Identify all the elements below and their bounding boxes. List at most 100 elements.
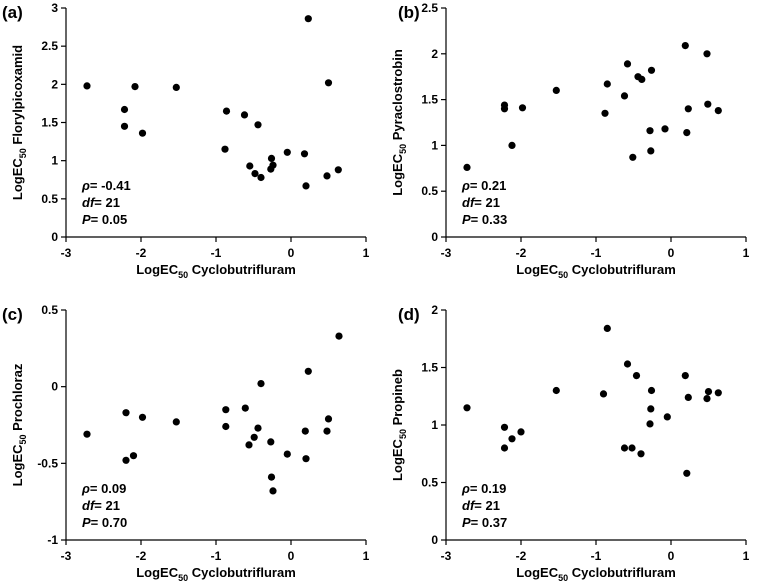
stat-p-label: P (462, 515, 471, 530)
data-point (323, 427, 331, 435)
data-point (240, 111, 249, 119)
data-point (518, 104, 527, 112)
data-point (300, 150, 309, 158)
y-axis-title-rest: Propineb (390, 369, 405, 429)
y-tick-label: 0 (51, 380, 58, 394)
x-tick-label: 0 (668, 246, 675, 260)
y-axis-title-main: LogEC (10, 158, 25, 200)
stat-df-label: df (462, 498, 476, 513)
data-point (714, 389, 722, 397)
y-axis-title-rest: Prochloraz (10, 363, 25, 434)
stat-p-value: = 0.05 (91, 212, 128, 227)
y-tick-label: -1 (47, 533, 58, 547)
data-point (246, 162, 254, 170)
y-axis-title-subscript: 50 (18, 148, 28, 158)
data-point (122, 456, 130, 464)
y-tick-label: 1 (51, 154, 58, 168)
data-point (324, 79, 333, 87)
y-axis-title-main: LogEC (10, 444, 25, 486)
stat-df-label: df (462, 195, 476, 210)
data-point (269, 161, 277, 169)
stat-rho: ρ= 0.19 (461, 481, 506, 496)
data-point (599, 390, 608, 398)
data-point (646, 420, 654, 428)
stat-p: P= 0.05 (82, 212, 127, 227)
data-point (304, 367, 312, 375)
data-point (661, 125, 669, 133)
x-axis-title-rest: Cyclobutrifluram (568, 565, 676, 580)
stat-p-value: = 0.33 (471, 212, 508, 227)
y-tick-label: 2 (51, 77, 58, 91)
data-point (241, 404, 249, 412)
panel-label: (d) (398, 305, 420, 324)
x-tick-label: -1 (211, 549, 222, 563)
stat-rho: ρ= -0.41 (81, 178, 131, 193)
data-point (138, 413, 147, 421)
data-point (267, 438, 275, 446)
data-point (647, 66, 656, 74)
stat-rho-label: ρ (461, 178, 470, 193)
data-point (552, 86, 560, 94)
x-axis-title-rest: Cyclobutrifluram (188, 565, 296, 580)
data-point (500, 423, 509, 431)
x-tick-label: -3 (61, 549, 72, 563)
y-tick-label: 0 (431, 533, 438, 547)
y-tick-label: 1 (431, 138, 438, 152)
y-axis-title-subscript: 50 (398, 429, 408, 439)
x-tick-label: -1 (211, 246, 222, 260)
data-point (269, 487, 277, 495)
data-point (623, 360, 632, 368)
panel-label: (a) (2, 3, 23, 22)
y-tick-label: 0 (51, 230, 58, 244)
stat-df-value: = 21 (474, 498, 500, 513)
data-point (500, 105, 509, 113)
y-axis-title-main: LogEC (390, 438, 405, 480)
stat-rho-value: = 0.09 (90, 481, 127, 496)
y-tick-label: 1.5 (421, 361, 438, 375)
x-tick-label: -3 (61, 246, 72, 260)
y-axis-title: LogEC50 Propineb (390, 369, 408, 481)
y-tick-label: 2.5 (41, 39, 58, 53)
data-point (120, 122, 129, 130)
stat-p-label: P (462, 212, 471, 227)
data-point (647, 405, 655, 413)
x-tick-label: 1 (363, 549, 370, 563)
data-point (334, 166, 342, 174)
data-point (221, 145, 229, 153)
stat-df-value: = 21 (94, 498, 120, 513)
panel-label: (c) (2, 305, 23, 324)
data-point (681, 372, 689, 380)
stat-rho-value: = -0.41 (90, 178, 131, 193)
stat-rho: ρ= 0.21 (461, 178, 506, 193)
stat-df: df= 21 (462, 498, 500, 513)
data-point (603, 80, 611, 88)
x-tick-label: -2 (516, 549, 527, 563)
y-tick-label: 1.5 (41, 116, 58, 130)
data-point (663, 413, 671, 421)
data-point (267, 154, 276, 162)
data-point (629, 153, 637, 161)
stat-rho-value: = 0.21 (470, 178, 507, 193)
stat-df-value: = 21 (94, 195, 120, 210)
stat-df: df= 21 (82, 195, 120, 210)
data-point (172, 83, 180, 91)
stat-p-value: = 0.37 (471, 515, 508, 530)
data-point (254, 121, 262, 129)
x-axis-title-subscript: 50 (178, 270, 188, 280)
x-axis-title: LogEC50 Cyclobutrifluram (136, 262, 296, 280)
data-point (603, 324, 611, 332)
data-point (552, 386, 560, 395)
y-axis-title-subscript: 50 (398, 144, 408, 154)
data-point (172, 418, 180, 426)
data-point (646, 127, 654, 135)
data-point (304, 15, 312, 23)
data-point (683, 469, 691, 477)
y-tick-label: 3 (51, 1, 58, 15)
data-point (222, 406, 230, 414)
stat-df: df= 21 (82, 498, 120, 513)
x-axis-title-main: LogEC (136, 565, 178, 580)
stat-rho-label: ρ (461, 481, 470, 496)
data-point (267, 473, 276, 481)
